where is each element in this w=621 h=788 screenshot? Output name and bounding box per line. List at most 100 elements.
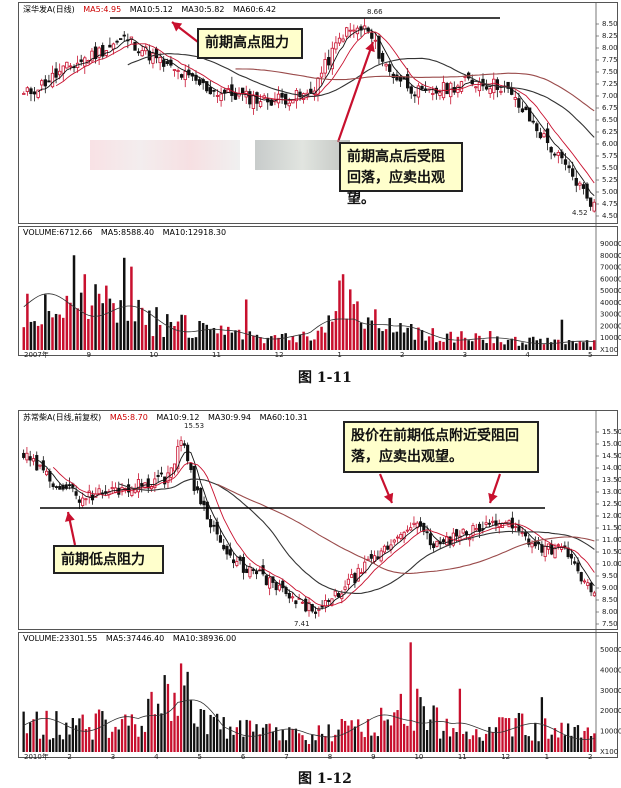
volume-bar	[298, 334, 302, 350]
volume-bar	[65, 722, 68, 752]
volume-ma5-value: MA5:37446.40	[105, 634, 165, 643]
ma10-line	[52, 462, 595, 607]
volume-bar	[494, 727, 498, 752]
candle-body	[208, 87, 212, 95]
candle-body	[22, 93, 26, 95]
volume-bar	[452, 728, 455, 752]
volume-bar	[340, 718, 343, 752]
figure1-price-panel: 深华发A(日线) MA5:4.95 MA10:5.12 MA30:5.82 MA…	[18, 2, 618, 224]
volume-bar	[442, 341, 445, 350]
volume-bar	[557, 737, 560, 752]
volume-bar	[209, 714, 212, 752]
volume-axis-tick: X100	[600, 748, 618, 756]
volume-bar	[376, 736, 380, 752]
volume-bar	[465, 731, 468, 752]
candle-body	[588, 197, 593, 207]
candle-body	[300, 601, 304, 604]
volume-axis-tick: 50000	[600, 287, 621, 295]
candle-body	[581, 184, 586, 189]
volume-bar	[501, 717, 504, 752]
volume-bar	[124, 714, 127, 752]
candle-body	[197, 79, 202, 85]
volume-bar	[474, 333, 478, 350]
candle-body	[146, 478, 150, 489]
volume-bar	[270, 336, 273, 350]
candle-body	[176, 70, 180, 72]
volume-bar	[232, 734, 235, 752]
candle-body	[127, 484, 131, 493]
volume-axis-tick: 80000	[600, 252, 621, 260]
price-axis-tick: 6.00	[602, 140, 618, 148]
volume-bar	[227, 326, 230, 350]
candle-body	[438, 92, 442, 96]
volume-bar	[104, 719, 107, 752]
candle-body	[31, 458, 36, 462]
ma30-line	[127, 53, 595, 138]
volume-bar	[105, 285, 108, 350]
volume-bar	[295, 342, 298, 350]
volume-bar	[449, 331, 452, 350]
arrow-line	[336, 41, 375, 143]
volume-bar	[255, 724, 258, 752]
volume-bar	[25, 733, 29, 752]
price-axis-tick: 9.00	[602, 584, 618, 592]
candle-body	[309, 88, 313, 93]
volume-bar	[420, 329, 424, 350]
volume-bar	[305, 336, 309, 350]
arrow-head	[488, 492, 498, 503]
candle-body	[327, 57, 331, 66]
candle-body	[336, 593, 341, 598]
volume-bar	[219, 325, 223, 350]
candle-body	[545, 128, 550, 144]
volume-bar	[510, 338, 513, 350]
volume-bar	[341, 274, 345, 350]
date-axis-tick: 9	[371, 753, 375, 761]
volume-bar	[496, 336, 499, 350]
candle-body	[553, 153, 557, 156]
volume-bar	[223, 334, 226, 350]
candle-body	[348, 29, 352, 32]
volume-bar	[122, 257, 126, 350]
volume-bar	[244, 299, 248, 350]
candle-body	[333, 590, 337, 597]
candle-body	[269, 99, 273, 106]
candle-body	[29, 88, 33, 95]
volume-bar	[222, 717, 225, 752]
candle-body	[573, 561, 577, 564]
volume-bar	[216, 713, 219, 752]
candle-body	[83, 57, 87, 67]
volume-bar	[399, 323, 402, 350]
volume-bar	[134, 724, 137, 752]
candle-body	[291, 596, 295, 599]
candle-body	[389, 544, 393, 550]
volume-bar	[130, 266, 133, 350]
volume-bar	[112, 303, 115, 350]
date-axis-tick: 7	[284, 753, 288, 761]
volume-bar	[492, 343, 496, 350]
volume-bar	[435, 342, 438, 350]
volume-bar	[521, 342, 524, 350]
callout-prior-high-resistance: 前期高点阻力	[197, 28, 303, 59]
candle-body	[294, 90, 299, 102]
volume-bar	[485, 343, 488, 350]
volume-bar	[33, 321, 36, 350]
ma5-line	[37, 28, 595, 197]
candle-body	[576, 562, 580, 572]
volume-bar	[504, 718, 507, 752]
candle-body	[513, 97, 517, 100]
volume-bar	[406, 725, 409, 752]
volume-bar	[55, 711, 58, 752]
candle-body	[218, 535, 222, 543]
candle-body	[162, 59, 166, 67]
candle-body	[553, 547, 557, 559]
candle-body	[487, 522, 491, 525]
candle-body	[464, 531, 468, 536]
volume-bar	[566, 723, 570, 752]
candle-body	[38, 464, 42, 467]
ma10-value: MA10:5.12	[129, 5, 173, 14]
callout-sell-near-prior-low: 股价在前期低点附近受阻回落，应卖出观望。	[343, 421, 539, 473]
volume-bar	[575, 343, 578, 350]
price-axis-tick: 7.00	[602, 92, 618, 100]
volume-bar	[68, 734, 71, 752]
volume-bar	[219, 729, 222, 752]
